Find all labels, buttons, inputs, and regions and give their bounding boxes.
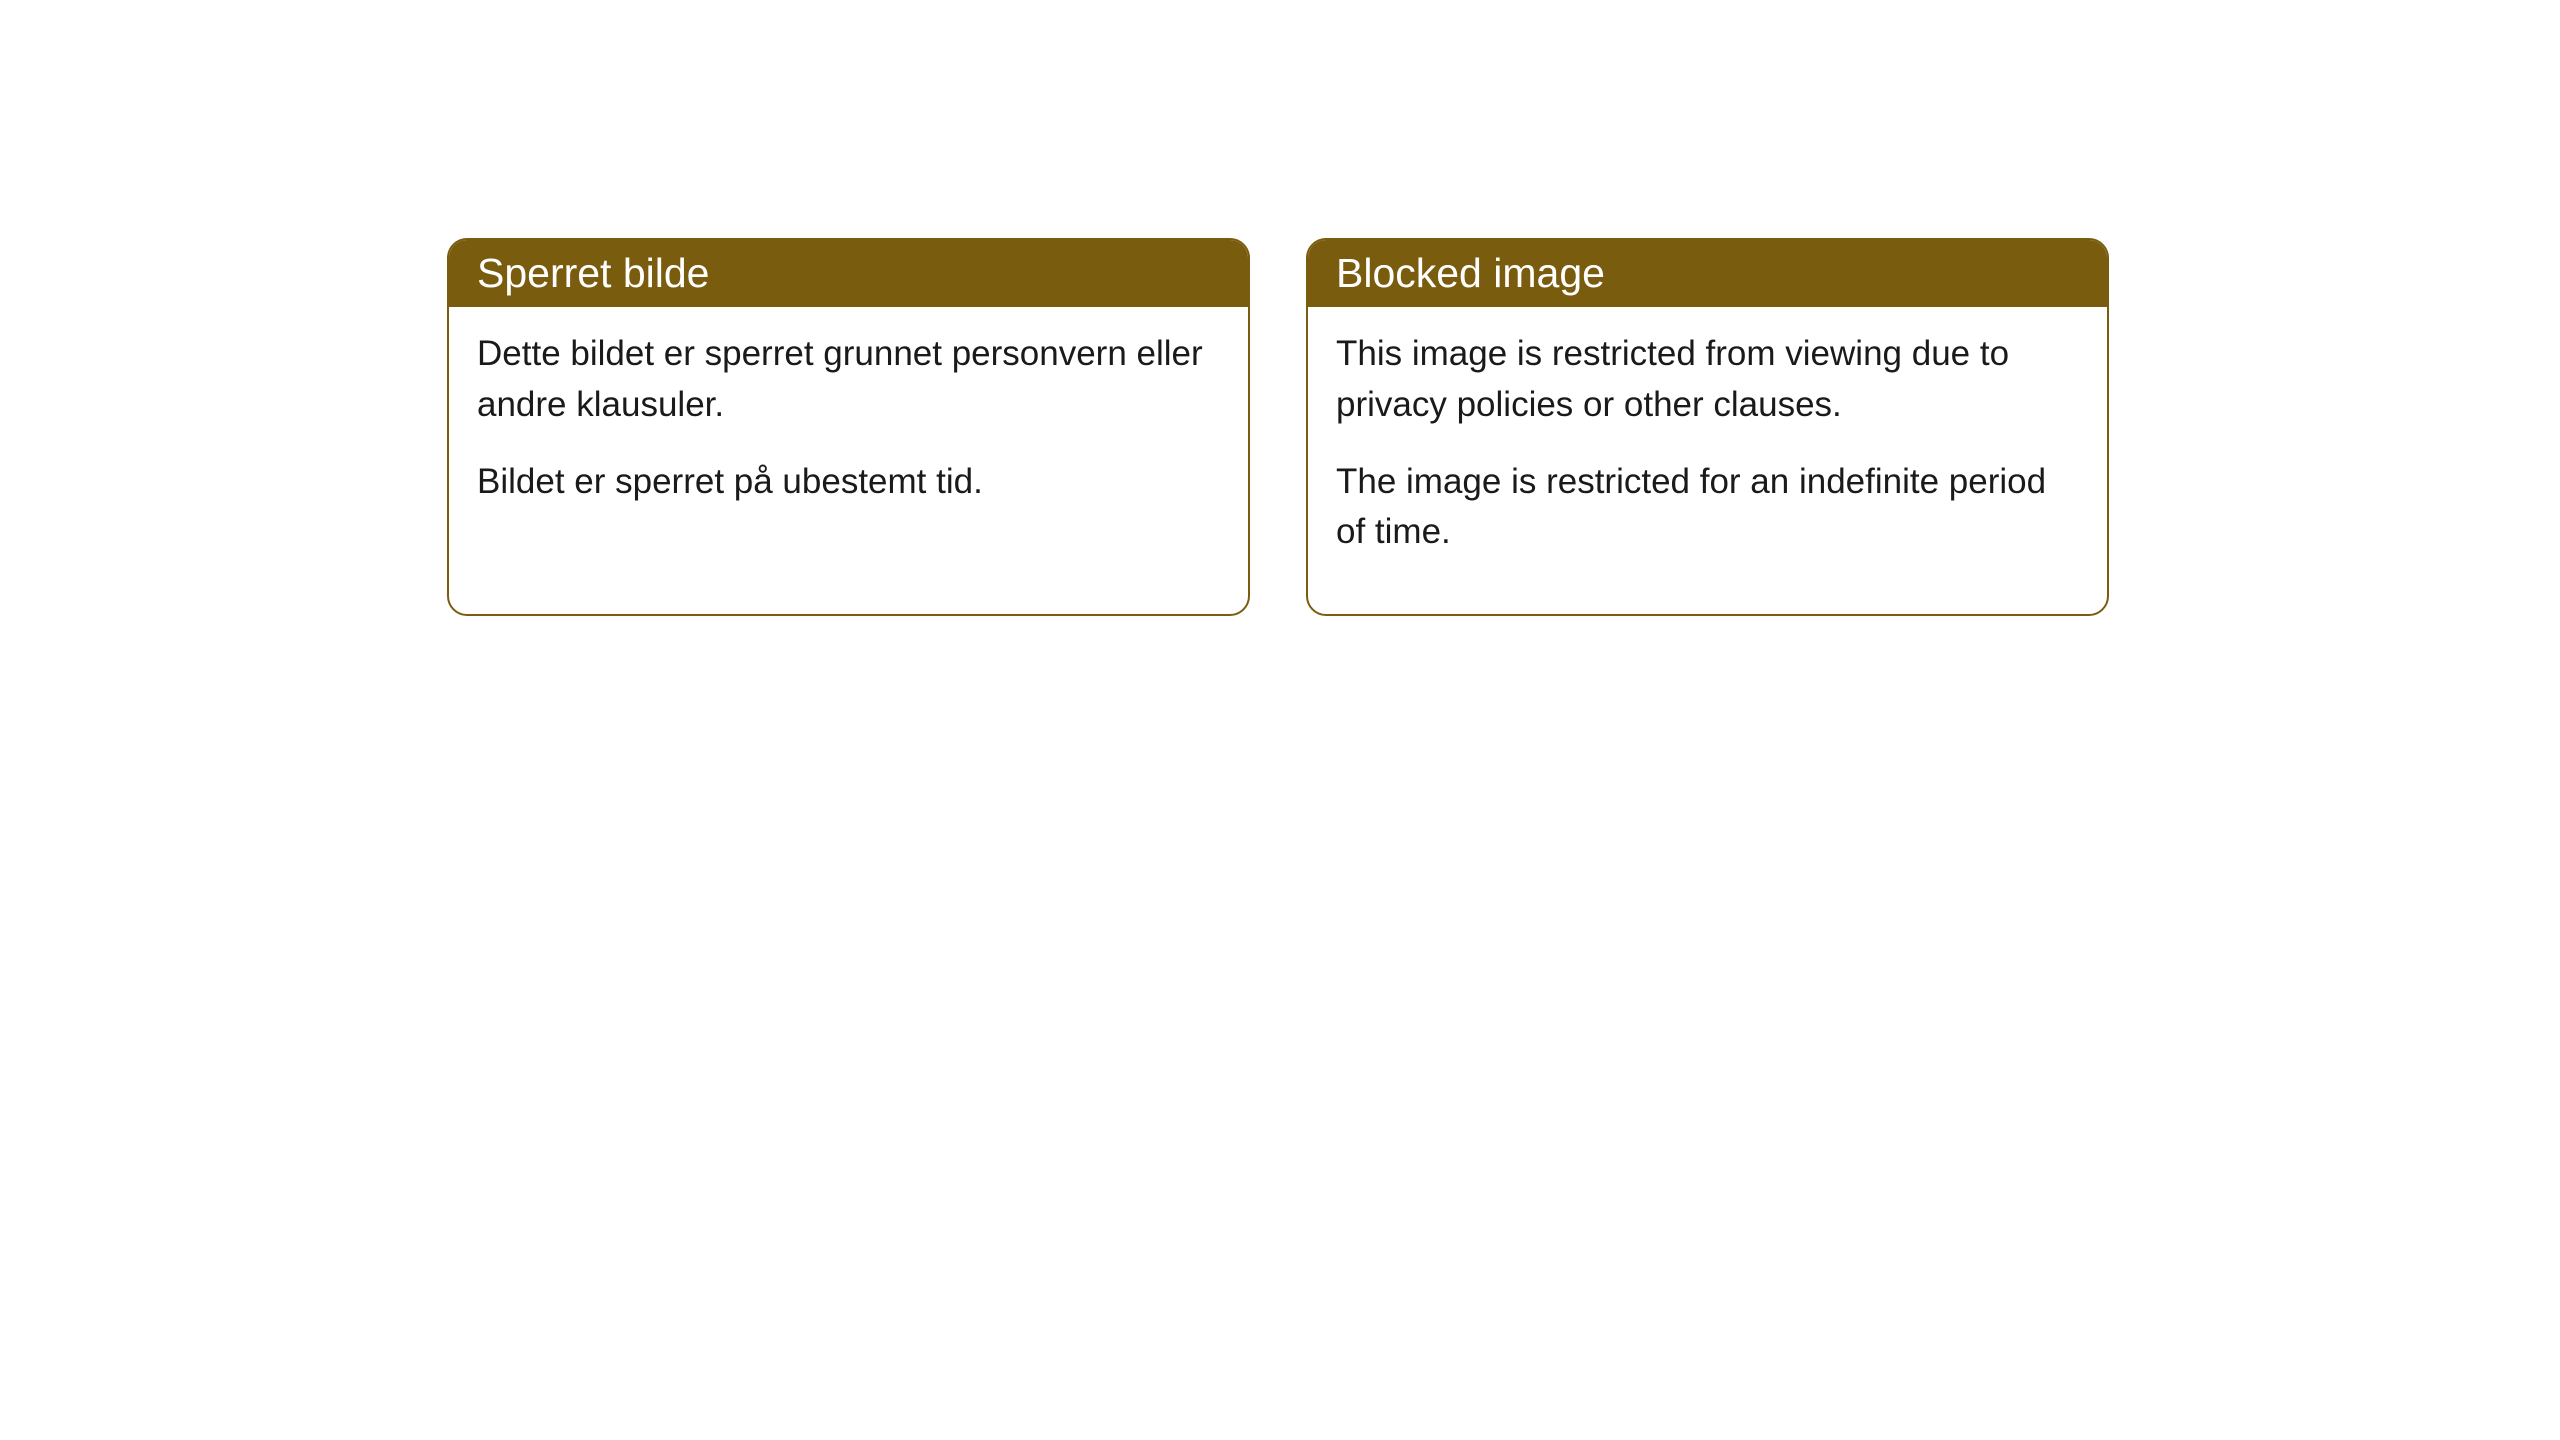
card-text-para2-english: The image is restricted for an indefinit…	[1336, 457, 2079, 559]
card-english: Blocked image This image is restricted f…	[1306, 238, 2109, 616]
card-header-norwegian: Sperret bilde	[449, 240, 1248, 307]
card-header-english: Blocked image	[1308, 240, 2107, 307]
card-body-english: This image is restricted from viewing du…	[1308, 307, 2107, 614]
card-text-para1-norwegian: Dette bildet er sperret grunnet personve…	[477, 329, 1220, 431]
cards-container: Sperret bilde Dette bildet er sperret gr…	[447, 238, 2109, 616]
card-body-norwegian: Dette bildet er sperret grunnet personve…	[449, 307, 1248, 563]
card-norwegian: Sperret bilde Dette bildet er sperret gr…	[447, 238, 1250, 616]
card-text-para2-norwegian: Bildet er sperret på ubestemt tid.	[477, 457, 1220, 508]
card-text-para1-english: This image is restricted from viewing du…	[1336, 329, 2079, 431]
